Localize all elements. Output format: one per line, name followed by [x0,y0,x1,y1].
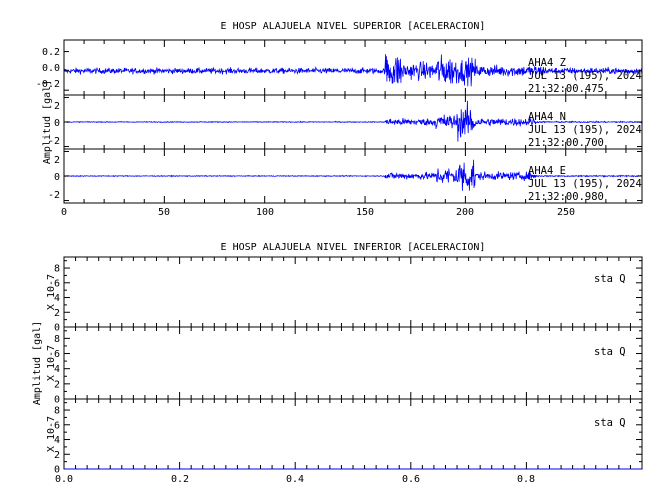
ytick-label: 4 [54,364,60,375]
bottom-channel-1-yticks: 8 6 4 2 0 [54,260,642,334]
ytick-label: 0 [54,395,60,406]
bottom-channel-3-yticks: 8 6 4 2 0 [54,402,642,476]
top-xtick-label: 150 [356,207,374,218]
top-xtick-label: 100 [256,207,274,218]
bottom-channel-3: X 10-7 8 6 4 2 0 sta Q [46,398,643,476]
ytick-label: 2 [54,308,60,319]
top-channel-n: 2 0 -2 AHA4 N JUL 13 (195), 2024 21:32:0… [48,94,643,150]
top-channel-2-waveform [63,159,643,191]
ytick-label: 8 [54,334,60,345]
ytick-label: 2 [54,379,60,390]
bottom-channel-1-frame [63,256,643,328]
bottom-channel-3-frame [63,398,643,470]
top-x-axis: 0 50 100 150 200 250 [61,207,575,218]
top-panel-title: E HOSP ALAJUELA NIVEL SUPERIOR [ACELERAC… [221,21,486,32]
top-channel-z-trace [63,51,643,91]
bottom-channel-1-scale: X 10-7 [46,274,57,310]
top-panel-ylabel: Amplitud [gal] [42,80,53,164]
bottom-channel-1-station: sta Q [594,273,626,285]
top-xtick-label: 0 [61,207,67,218]
top-xtick-marks [63,40,627,203]
top-xtick-label: 50 [158,207,170,218]
top-channel-z-ytick: 0.0 [42,63,60,74]
bottom-panel-title: E HOSP ALAJUELA NIVEL INFERIOR [ACELERAC… [221,242,486,253]
top-xtick-label: 200 [456,207,474,218]
bottom-channel-2-yticks: 8 6 4 2 0 [54,330,642,406]
top-channel-n-date: JUL 13 (195), 2024 [528,124,642,136]
top-channel-z-date: JUL 13 (195), 2024 [528,70,642,82]
ytick-label: 6 [54,349,60,360]
top-channel-z-ytick: 0.2 [42,47,60,58]
bottom-xtick-marks [63,257,643,469]
top-channel-z-ytick: -0.2 [36,79,60,90]
top-channel-e-date: JUL 13 (195), 2024 [528,178,642,190]
top-channel-z: 0.2 0.0 -0.2 AHA4 Z JUL 13 (195), 2024 2… [36,39,643,96]
top-channel-e: 2 0 -2 AHA4 E JUL 13 (195), 2024 21:32:0… [48,148,643,204]
bottom-x-axis: 0.0 0.2 0.4 0.6 0.8 [55,474,535,485]
bottom-channel-2: X 10-7 8 6 4 2 0 sta Q [46,326,643,406]
ytick-label: 6 [54,278,60,289]
bottom-xtick-label: 0.2 [171,474,189,485]
ytick-label: 0 [54,465,60,476]
top-channel-e-ytick: 2 [54,155,60,166]
bottom-channel-2-scale: X 10-7 [46,345,57,381]
bottom-xtick-label: 0.6 [402,474,420,485]
top-channel-z-station: AHA4 Z [528,57,566,69]
top-channel-1-waveform [63,100,643,142]
top-channel-e-ytick: 0 [54,172,60,183]
bottom-panel-ylabel: Amplitud [gal] [32,321,43,405]
bottom-channel-3-station: sta Q [594,417,626,429]
top-channel-e-trace [63,150,643,202]
top-channel-0-waveform [63,54,643,87]
top-channel-n-ytick: -2 [48,136,60,147]
top-channel-n-ytick: 2 [54,101,60,112]
ytick-label: 4 [54,293,60,304]
bottom-channel-2-frame [63,326,643,400]
ytick-label: 8 [54,406,60,417]
bottom-channel-1: X 10-7 8 6 4 2 0 sta Q [46,256,643,334]
top-channel-e-station: AHA4 E [528,165,566,177]
bottom-xtick-label: 0.8 [517,474,535,485]
top-channel-n-trace [63,96,643,148]
ytick-label: 4 [54,435,60,446]
bottom-channel-2-station: sta Q [594,346,626,358]
ytick-label: 0 [54,323,60,334]
top-channel-e-ytick: -2 [48,190,60,201]
bottom-channel-3-scale: X 10-7 [46,416,57,452]
top-channel-n-station: AHA4 N [528,111,566,123]
top-channel-n-ytick: 0 [54,118,60,129]
bottom-xtick-label: 0.0 [55,474,73,485]
ytick-label: 8 [54,264,60,275]
top-xtick-label: 250 [557,207,575,218]
bottom-xtick-label: 0.4 [286,474,304,485]
ytick-label: 2 [54,450,60,461]
ytick-label: 6 [54,420,60,431]
